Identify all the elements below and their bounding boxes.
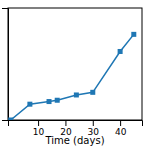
y-axis-line [2,9,9,121]
marker [118,49,123,54]
marker [47,99,52,104]
marker [131,32,136,37]
chart: 10203040Time (days) [0,0,150,150]
x-tick-mark [65,120,66,126]
x-tick-label: 40 [115,127,127,137]
marker [90,90,95,95]
x-tick: 40 [115,120,127,137]
marks [8,32,136,120]
marker [27,102,32,107]
x-axis-title: Time (days) [44,135,104,146]
x-axis-line [9,121,143,127]
marker [8,118,13,121]
marker [55,98,60,103]
marker [74,92,79,97]
y-axis [2,9,9,121]
x-tick-mark [38,120,39,126]
x-tick-label: 10 [33,127,45,137]
x-tick: 10 [33,120,45,137]
line [11,34,134,120]
plot: 10203040 [2,8,143,137]
x-tick-mark [93,120,94,126]
x-tick-mark [120,120,121,126]
plot-frame [8,8,142,120]
